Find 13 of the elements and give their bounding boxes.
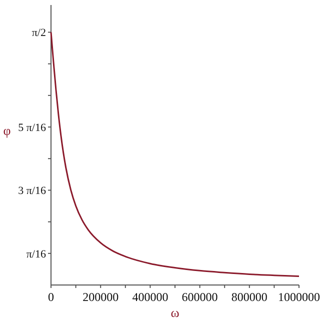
x-tick-label: 1000000 [278, 290, 320, 304]
y-axis-title: φ [3, 123, 11, 138]
x-tick-label: 200000 [82, 290, 119, 304]
line-series [50, 31, 300, 278]
x-tick-label: 400000 [132, 290, 168, 304]
x-tick-label: 600000 [182, 290, 218, 304]
y-tick-label: π/2 [32, 27, 46, 40]
y-tick-label: π/16 [26, 248, 46, 260]
y-tick-label: 5 π/16 [18, 122, 46, 134]
x-tick-label: 800000 [231, 290, 268, 304]
y-tick-label: 3 π/16 [18, 185, 46, 198]
x-axis-title: ω [170, 305, 180, 320]
x-tick-label: 0 [48, 290, 54, 304]
